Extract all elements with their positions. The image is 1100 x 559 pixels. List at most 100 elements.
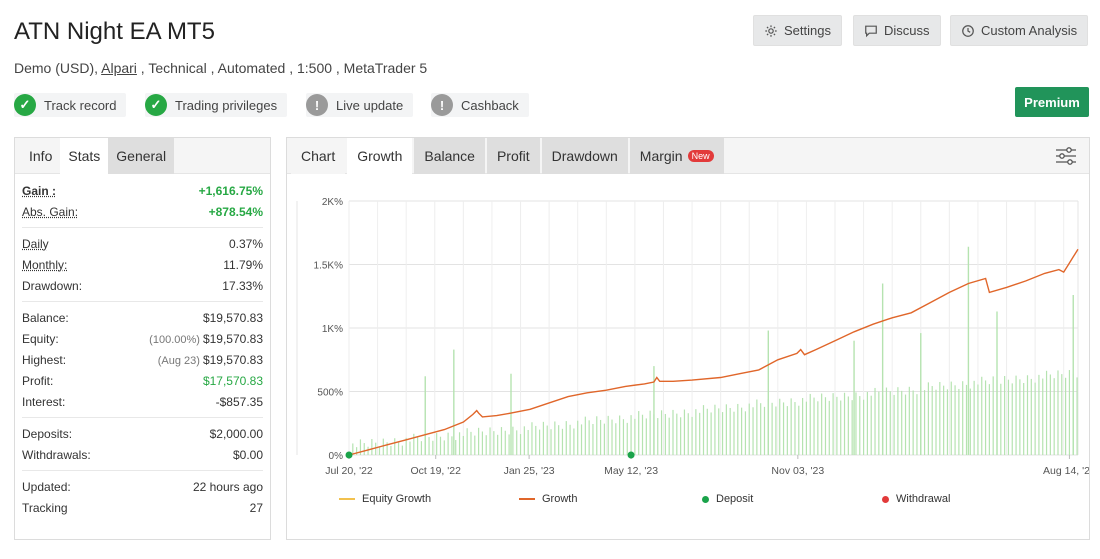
divider (22, 470, 263, 471)
stat-value: $19,570.83 (202, 352, 263, 367)
y-tick-label: 500% (317, 388, 343, 399)
stat-drawdown: Drawdown: 17.33% (22, 275, 263, 296)
tab-drawdown[interactable]: Drawdown (541, 138, 628, 174)
legend-line-swatch (519, 498, 535, 500)
filter-settings-icon[interactable] (1055, 146, 1077, 166)
divider (22, 417, 263, 418)
badge-cashback: ! Cashback (431, 93, 529, 117)
stat-label: Interest: (22, 394, 66, 409)
stat-label: Equity: (22, 331, 59, 346)
badge-label: Trading privileges (175, 97, 278, 113)
y-tick-label: 1K% (322, 324, 343, 335)
badge-live-update: ! Live update (306, 93, 414, 117)
custom-analysis-label: Custom Analysis (981, 23, 1078, 38)
stat-balance: Balance: $19,570.83 (22, 307, 263, 328)
stat-tracking: Tracking 27 (22, 497, 263, 518)
tab-profit[interactable]: Profit (486, 138, 540, 174)
stat-value: +878.54% (208, 204, 263, 219)
x-tick-label: May 12, '23 (604, 465, 658, 477)
stat-value: 27 (249, 500, 263, 515)
settings-button[interactable]: Settings (753, 15, 842, 46)
chart-panel: Chart Growth Balance Profit Drawdown Mar… (286, 137, 1090, 540)
stat-value: $19,570.83 (202, 331, 263, 346)
stat-label[interactable]: Abs. Gain: (22, 204, 79, 219)
stat-monthly: Monthly: 11.79% (22, 254, 263, 275)
divider (22, 301, 263, 302)
badge-label: Cashback (461, 97, 519, 113)
legend-label: Growth (542, 493, 578, 505)
growth-chart: 0% 500% 1K% 1.5K% 2K% Jul 20, '22 Oct 19, '22 J… (296, 197, 1089, 477)
tab-margin-label: Margin (639, 148, 683, 164)
stat-withdrawals: Withdrawals: $0.00 (22, 444, 263, 465)
account-subtitle: Demo (USD), Alpari , Technical , Automat… (14, 60, 427, 76)
x-tick-label: Jan 25, '23 (504, 465, 555, 477)
legend-label: Deposit (716, 493, 754, 505)
tab-balance[interactable]: Balance (414, 138, 485, 174)
subtitle-prefix: Demo (USD), (14, 60, 102, 76)
badge-track-record: ✓ Track record (14, 93, 127, 117)
stat-gain: Gain : +1,616.75% (22, 180, 263, 201)
legend-equity-growth[interactable]: Equity Growth (339, 493, 431, 505)
badge-label: Track record (44, 97, 117, 113)
stat-abs-gain: Abs. Gain: +878.54% (22, 201, 263, 222)
tab-stats[interactable]: Stats (60, 138, 109, 174)
premium-button[interactable]: Premium (1015, 87, 1089, 117)
tab-margin[interactable]: Margin New (629, 138, 724, 174)
divider (22, 227, 263, 228)
custom-analysis-button[interactable]: Custom Analysis (950, 15, 1089, 46)
discuss-button[interactable]: Discuss (853, 15, 941, 46)
y-tick-label: 0% (329, 451, 344, 462)
stat-label: Updated: (22, 479, 71, 494)
growth-series-line (348, 248, 1079, 456)
stat-updated: Updated: 22 hours ago (22, 476, 263, 497)
x-tick-label: Nov 03, '23 (771, 465, 824, 477)
chart-tabs: Chart Growth Balance Profit Drawdown Mar… (287, 138, 1089, 174)
stat-value: 11.79% (223, 257, 263, 272)
stat-equity: Equity: (100.00%) $19,570.83 (22, 328, 263, 349)
stat-label[interactable]: Gain : (22, 183, 57, 198)
tab-growth[interactable]: Growth (347, 138, 413, 174)
stat-value: +1,616.75% (198, 183, 263, 198)
legend-label: Equity Growth (362, 493, 432, 505)
tab-info[interactable]: Info (29, 148, 53, 164)
subtitle-suffix: , Technical , Automated , 1:500 , MetaTr… (136, 60, 428, 76)
exclamation-icon: ! (306, 94, 328, 116)
legend-withdrawal[interactable]: Withdrawal (882, 493, 950, 505)
stat-note: (Aug 23) (157, 354, 200, 367)
exclamation-icon: ! (431, 94, 453, 116)
badge-trading-privileges: ✓ Trading privileges (145, 93, 288, 117)
y-tick-label: 1.5K% (314, 261, 344, 272)
x-tick-label: Aug 14, '24 (1043, 465, 1089, 477)
legend-growth[interactable]: Growth (519, 493, 577, 505)
stat-note: (100.00%) (149, 333, 200, 346)
legend-dot-swatch (702, 495, 709, 503)
stat-value: 22 hours ago (192, 479, 263, 494)
stat-highest: Highest: (Aug 23) $19,570.83 (22, 349, 263, 370)
deposit-marker (345, 451, 353, 459)
legend-deposit[interactable]: Deposit (702, 493, 753, 505)
stat-value: $19,570.83 (202, 310, 263, 325)
stat-label: Deposits: (22, 426, 73, 441)
new-badge: New (687, 150, 714, 162)
stat-label: Tracking (22, 500, 68, 515)
legend-line-swatch (339, 498, 355, 500)
x-tick-label: Jul 20, '22 (325, 465, 373, 477)
clock-icon (962, 24, 974, 37)
stat-label[interactable]: Monthly: (22, 257, 68, 272)
stat-daily: Daily 0.37% (22, 233, 263, 254)
stat-value: $2,000.00 (209, 426, 263, 441)
y-tick-label: 2K% (322, 197, 343, 208)
legend-dot-swatch (882, 495, 889, 503)
legend-label: Withdrawal (896, 493, 951, 505)
gear-icon (765, 24, 777, 37)
stat-label[interactable]: Daily (22, 236, 49, 251)
stat-value: -$857.35 (215, 394, 263, 409)
stat-label: Balance: (22, 310, 69, 325)
tab-chart[interactable]: Chart (291, 138, 346, 174)
broker-link[interactable]: Alpari (101, 60, 137, 76)
stats-tabs: Info Stats General (15, 138, 270, 174)
tab-general[interactable]: General (108, 138, 175, 174)
discuss-label: Discuss (884, 23, 930, 38)
stat-value: $0.00 (232, 447, 263, 462)
stat-value: $17,570.83 (202, 373, 263, 388)
